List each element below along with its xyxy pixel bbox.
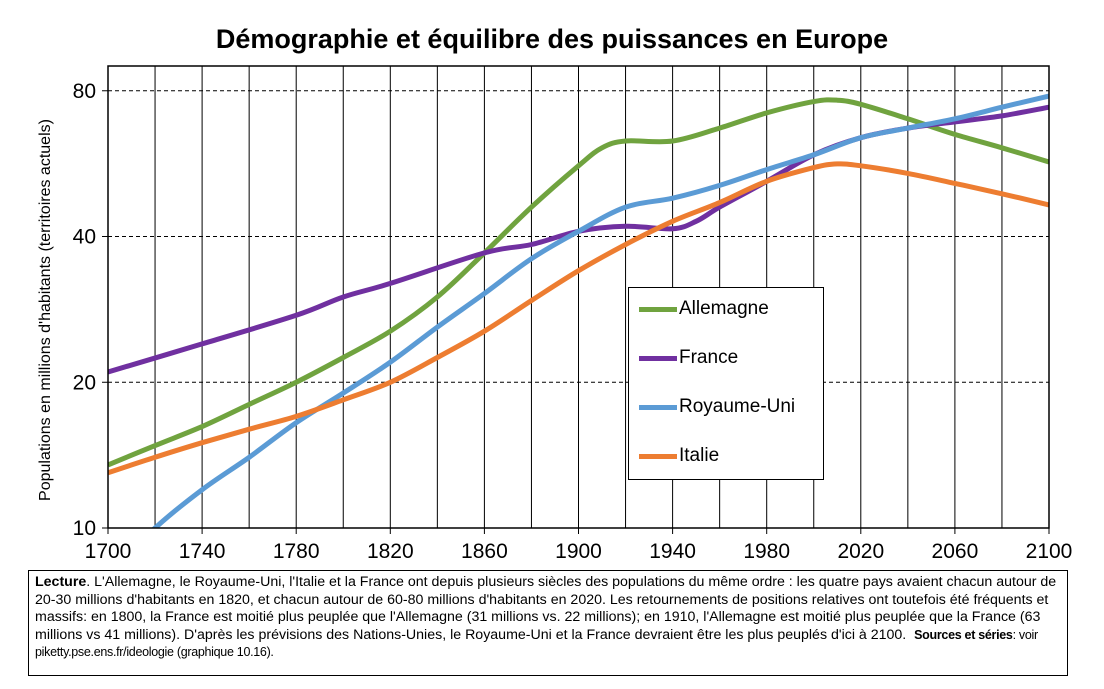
y-axis-label: Populations en millions d'habitants (ter… — [37, 119, 54, 501]
x-tick-label: 1740 — [179, 540, 226, 563]
x-tick-label: 1860 — [461, 540, 508, 563]
legend-label: Italie — [679, 445, 720, 466]
x-tick-label: 2020 — [837, 540, 884, 563]
reading-note: Lecture. L'Allemagne, le Royaume-Uni, l'… — [28, 570, 1068, 676]
x-tick-label: 1980 — [743, 540, 790, 563]
x-tick-label: 2060 — [932, 540, 979, 563]
note-sources-text: : voir piketty.pse.ens.fr/ideologie (gra… — [35, 627, 1038, 660]
legend-label: Allemagne — [679, 298, 769, 319]
legend-swatch — [639, 453, 677, 459]
series-line-allemagne — [108, 97, 1049, 468]
legend-label: France — [679, 347, 739, 368]
note-sources-label: Sources et séries — [914, 627, 1013, 642]
x-tick-label: 1780 — [273, 540, 320, 563]
x-tick-label: 2100 — [1026, 540, 1073, 563]
legend: Allemagne France Royaume-Uni Italie — [628, 287, 824, 480]
legend-label: Royaume-Uni — [679, 396, 796, 417]
legend-swatch — [639, 355, 677, 361]
x-tick-label: 1700 — [85, 540, 132, 563]
legend-item: Italie — [639, 444, 719, 468]
note-lecture-text: . L'Allemagne, le Royaume-Uni, l'Italie … — [35, 574, 1057, 643]
legend-swatch — [639, 306, 677, 312]
x-axis: 1700 1740 1780 1820 1860 1900 1940 1980 2020 2060… — [85, 528, 1073, 563]
y-axis: 10 20 40 80 — [73, 80, 108, 540]
legend-item: Royaume-Uni — [639, 395, 795, 419]
series-line-royaume-uni — [151, 93, 1049, 528]
series-lines — [108, 93, 1049, 528]
y-tick-label: 20 — [73, 371, 96, 394]
chart-area: 1700 1740 1780 1820 1860 1900 1940 1980 2020 2060… — [37, 65, 1073, 563]
y-tick-label: 80 — [73, 80, 96, 103]
note-lecture-label: Lecture — [35, 574, 87, 590]
x-tick-label: 1940 — [649, 540, 696, 563]
series-line-italie — [108, 161, 1049, 476]
legend-item: Allemagne — [639, 297, 769, 321]
x-tick-label: 1820 — [367, 540, 414, 563]
chart-title: Démographie et équilibre des puissances … — [215, 24, 889, 54]
y-tick-label: 40 — [73, 226, 96, 249]
legend-item: France — [639, 346, 738, 370]
x-tick-label: 1900 — [555, 540, 602, 563]
y-tick-label: 10 — [73, 517, 96, 540]
legend-swatch — [639, 404, 677, 410]
